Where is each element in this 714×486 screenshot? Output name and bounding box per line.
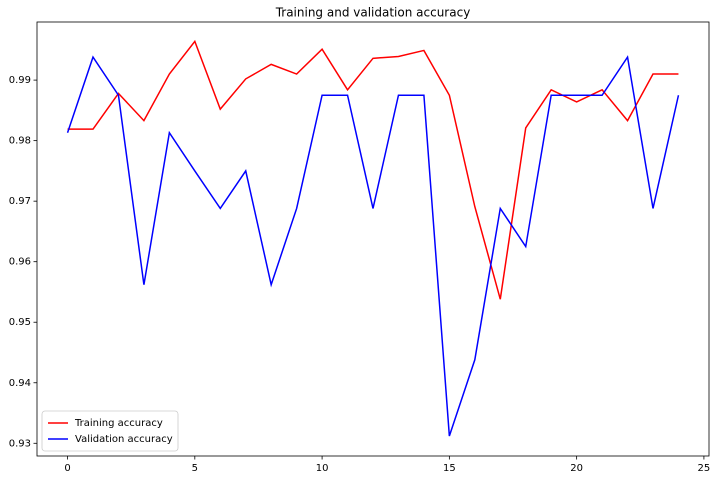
y-tick-label: 0.99 — [9, 75, 31, 86]
x-tick-label: 15 — [443, 463, 456, 474]
axes-frame — [36, 21, 710, 457]
line-series — [67, 39, 679, 300]
legend-box — [41, 410, 179, 452]
y-tick-label: 0.95 — [9, 317, 31, 328]
y-tick-label: 0.96 — [9, 257, 31, 268]
x-tick-label: 10 — [316, 463, 329, 474]
chart-title: Training and validation accuracy — [275, 6, 471, 20]
legend-label: Validation accuracy — [75, 434, 173, 445]
y-tick-label: 0.93 — [9, 438, 31, 449]
y-tick-label: 0.98 — [9, 136, 31, 147]
x-tick-label: 0 — [64, 463, 70, 474]
line-series — [66, 55, 680, 437]
x-tick-label: 5 — [192, 463, 198, 474]
x-tick-label: 20 — [570, 463, 583, 474]
y-tick-label: 0.94 — [9, 378, 31, 389]
x-tick-label: 25 — [698, 463, 711, 474]
legend-label: Training accuracy — [74, 418, 163, 429]
y-tick-label: 0.97 — [9, 196, 31, 207]
